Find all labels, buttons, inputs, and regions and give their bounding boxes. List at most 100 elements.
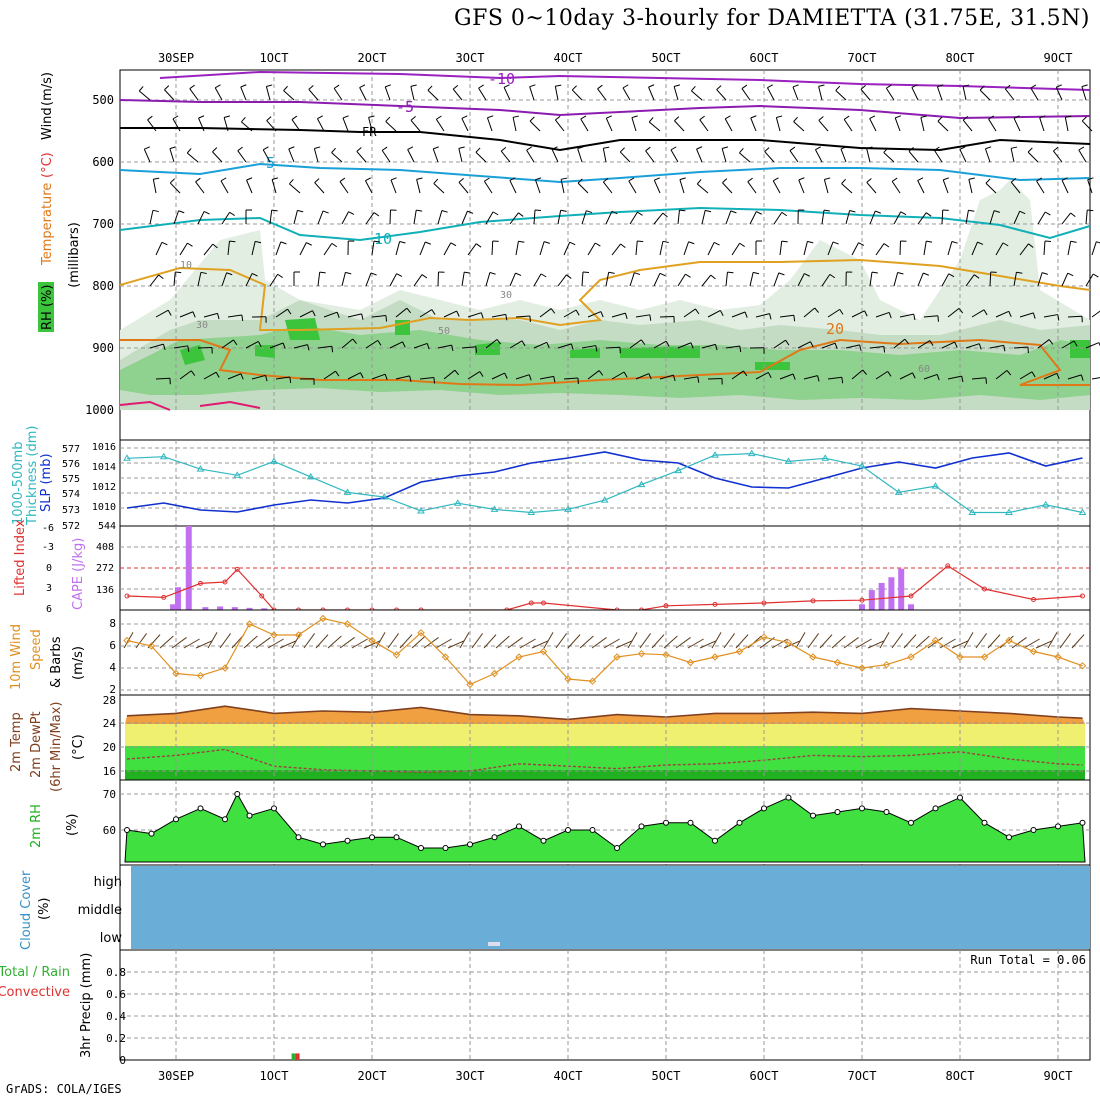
temp-tick-20: 20	[103, 741, 116, 754]
wind-barb	[173, 272, 176, 287]
rh2m-marker	[687, 819, 694, 826]
temp-tick-24: 24	[103, 717, 117, 730]
wind10m-barb	[723, 633, 735, 649]
label-cloud-cover: Cloud Cover	[19, 870, 34, 950]
wind-barb-flag	[993, 210, 1000, 213]
wind-barb	[908, 150, 919, 163]
wind-barb-flag	[792, 84, 799, 88]
wind-barb-flag	[441, 210, 448, 213]
wind-barb	[947, 241, 953, 256]
slp-tick-1010: 1010	[92, 502, 116, 513]
wind-barb-flag	[433, 377, 436, 384]
wind-barb-flag	[475, 243, 482, 248]
wind-marker	[294, 631, 303, 639]
precip-panel: Run Total = 0.06 0 0.2 0.4 0.6 0.8 Total…	[0, 949, 1091, 1067]
wind-barb-flag	[272, 177, 279, 181]
wind10m-barb	[543, 632, 554, 649]
wind-barb	[299, 242, 307, 256]
wind10m-barb	[399, 634, 413, 649]
label-3hr-precip: 3hr Precip (mm)	[79, 953, 94, 1058]
wind-barb	[443, 242, 452, 256]
rh2m-marker	[344, 837, 351, 844]
thickness-marker	[343, 488, 352, 495]
wind-barb	[368, 117, 373, 132]
wind-barb	[483, 180, 493, 194]
wind-barb-flag	[560, 177, 568, 180]
wind-barb-flag	[257, 341, 262, 347]
cape-panel: 136 272 408 6 3 0 -3 -6 Lifted Index CAP…	[13, 519, 1091, 615]
wind-barb	[203, 371, 217, 380]
rh2m-marker	[810, 812, 816, 819]
lifted-marker	[663, 603, 669, 609]
thickness-marker	[1078, 508, 1087, 515]
wind-barb-flag	[715, 344, 718, 351]
thickness-marker	[417, 506, 425, 514]
rh2m-marker	[271, 805, 277, 812]
wind-barb-flag	[190, 370, 196, 376]
rh2m-marker	[234, 791, 241, 797]
cloud-tick-high: high	[94, 875, 122, 890]
wind-barb-flag	[178, 210, 185, 214]
wind10m-barb	[639, 633, 651, 649]
wind-barb-flag	[883, 346, 886, 353]
wind-barb	[947, 375, 962, 380]
wind-barb	[458, 148, 463, 163]
lifted-marker	[945, 563, 951, 569]
wind-barb-flag	[1008, 311, 1012, 317]
wind-marker	[319, 614, 327, 623]
rh2m-marker	[589, 827, 596, 833]
wind-barb	[529, 86, 535, 101]
wind-barb-flag	[377, 340, 382, 346]
wind-barb	[147, 119, 157, 132]
wind-barb-flag	[487, 115, 494, 119]
wind-barb	[395, 241, 401, 256]
wind-barb	[1027, 151, 1039, 163]
wind-barb	[341, 272, 346, 287]
lifted-marker	[222, 579, 228, 585]
wind-barb-flag	[262, 146, 269, 151]
wind-barb-flag	[475, 147, 481, 153]
wind10m-barb	[915, 635, 930, 649]
wind10m-barb	[663, 635, 678, 649]
wind-barb	[314, 182, 325, 194]
wind-barb	[923, 373, 938, 380]
wind10m-barb	[651, 634, 665, 649]
precip-tick-0: 0	[119, 1054, 126, 1067]
wind-barb	[486, 117, 493, 132]
thickness-marker	[784, 457, 793, 464]
thickness-marker	[490, 505, 499, 512]
wind-barb-flag	[1031, 371, 1036, 378]
wind-barb	[467, 312, 482, 318]
wind-barb-flag	[912, 372, 916, 379]
wind-barb-flag	[546, 342, 550, 348]
lifted-marker	[1080, 593, 1085, 599]
wind-barb-flag	[521, 340, 526, 347]
precip-tick-06: 0.6	[106, 988, 126, 1001]
wind10m-barb	[255, 637, 271, 649]
wind-barb-flag	[917, 177, 924, 181]
top-date-label: 9OCT	[1044, 51, 1073, 65]
wind-barb-flag	[840, 146, 847, 150]
wind-barb-flag	[368, 115, 375, 118]
wind-marker	[882, 660, 891, 669]
wind10m-barb	[1071, 634, 1085, 649]
wind-barb	[539, 375, 554, 380]
lifted-marker	[859, 597, 865, 603]
wind-barb	[365, 339, 379, 349]
wind-barb	[1030, 87, 1039, 101]
wind-barb	[173, 345, 188, 349]
wind-barb-flag	[233, 339, 238, 346]
bottom-date-label: 9OCT	[1044, 1069, 1073, 1083]
wind-barb-flag	[968, 209, 975, 212]
wind-barb	[308, 89, 319, 101]
wind-barb	[670, 149, 679, 163]
wind-barb	[827, 376, 842, 380]
label-temp-c: (°C)	[71, 734, 86, 760]
wind-barb	[725, 210, 732, 225]
wind-barb	[1085, 210, 1088, 225]
label-thickness-mb: 1000-500mb	[11, 441, 26, 525]
cape-bar	[859, 604, 865, 610]
wind-barb-flag	[456, 310, 460, 317]
wind-barb-flag	[161, 241, 168, 246]
rh2m-marker	[1079, 819, 1086, 826]
